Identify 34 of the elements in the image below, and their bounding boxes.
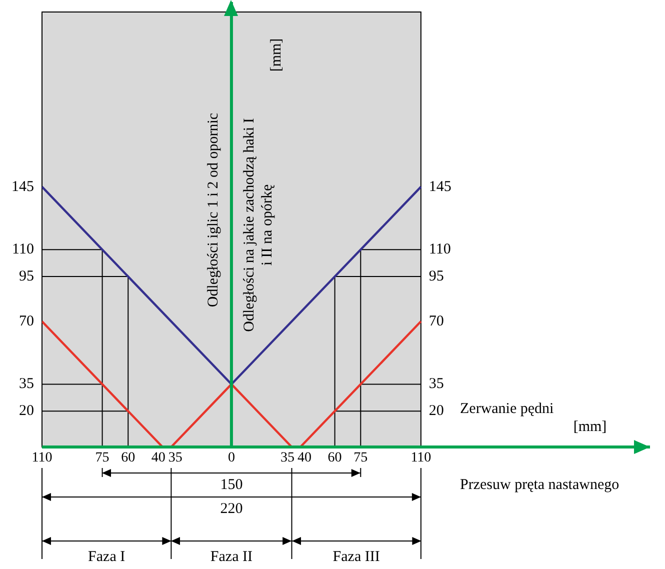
x-tick-label: 35 (280, 450, 295, 466)
y-tick-label: 95 (19, 268, 34, 284)
y2-tick-label: 20 (428, 403, 444, 420)
x-tick-label: 35 (168, 450, 182, 466)
text: 150 (220, 476, 243, 493)
y-tick-label: 35 (19, 376, 34, 392)
x-tick-label: 60 (328, 450, 342, 466)
y-axis-title: Odległości iglic 1 i 2 od opornic (205, 112, 222, 308)
x-tick-label: 0 (228, 450, 235, 466)
x-tick-label: 75 (354, 450, 368, 466)
x-tick-label: 110 (410, 450, 432, 466)
y2-tick-label: 95 (428, 268, 444, 284)
x-axis-title: Przesuw pręta nastawnego (460, 476, 620, 493)
y-tick-label: 70 (19, 313, 34, 330)
x-tick-label: 75 (95, 450, 110, 466)
y2-tick-label: 145 (428, 178, 452, 195)
text: Faza II (210, 548, 252, 565)
y-tick-label: 20 (19, 403, 34, 420)
y-tick-label: 145 (12, 178, 34, 195)
annotation: Zerwanie pędni (460, 400, 554, 417)
y2-tick-label: 110 (428, 242, 451, 258)
text: 220 (220, 500, 243, 517)
y2-tick-label: 35 (428, 376, 444, 392)
x-tick-label: 40 (298, 450, 312, 466)
text: Faza III (332, 548, 380, 565)
y2-tick-label: 70 (428, 313, 444, 330)
y-tick-label: 110 (12, 242, 34, 258)
x-tick-label: 40 (151, 450, 166, 466)
x-tick-label: 110 (32, 450, 52, 466)
x-tick-label: 60 (121, 450, 136, 466)
y2-axis-title: Odległości na jakie zachodzą haki I i II na opórkę (241, 118, 276, 332)
annotation: [mm] (268, 38, 284, 72)
text: Faza I (88, 548, 126, 565)
annotation: [mm] (573, 418, 607, 435)
